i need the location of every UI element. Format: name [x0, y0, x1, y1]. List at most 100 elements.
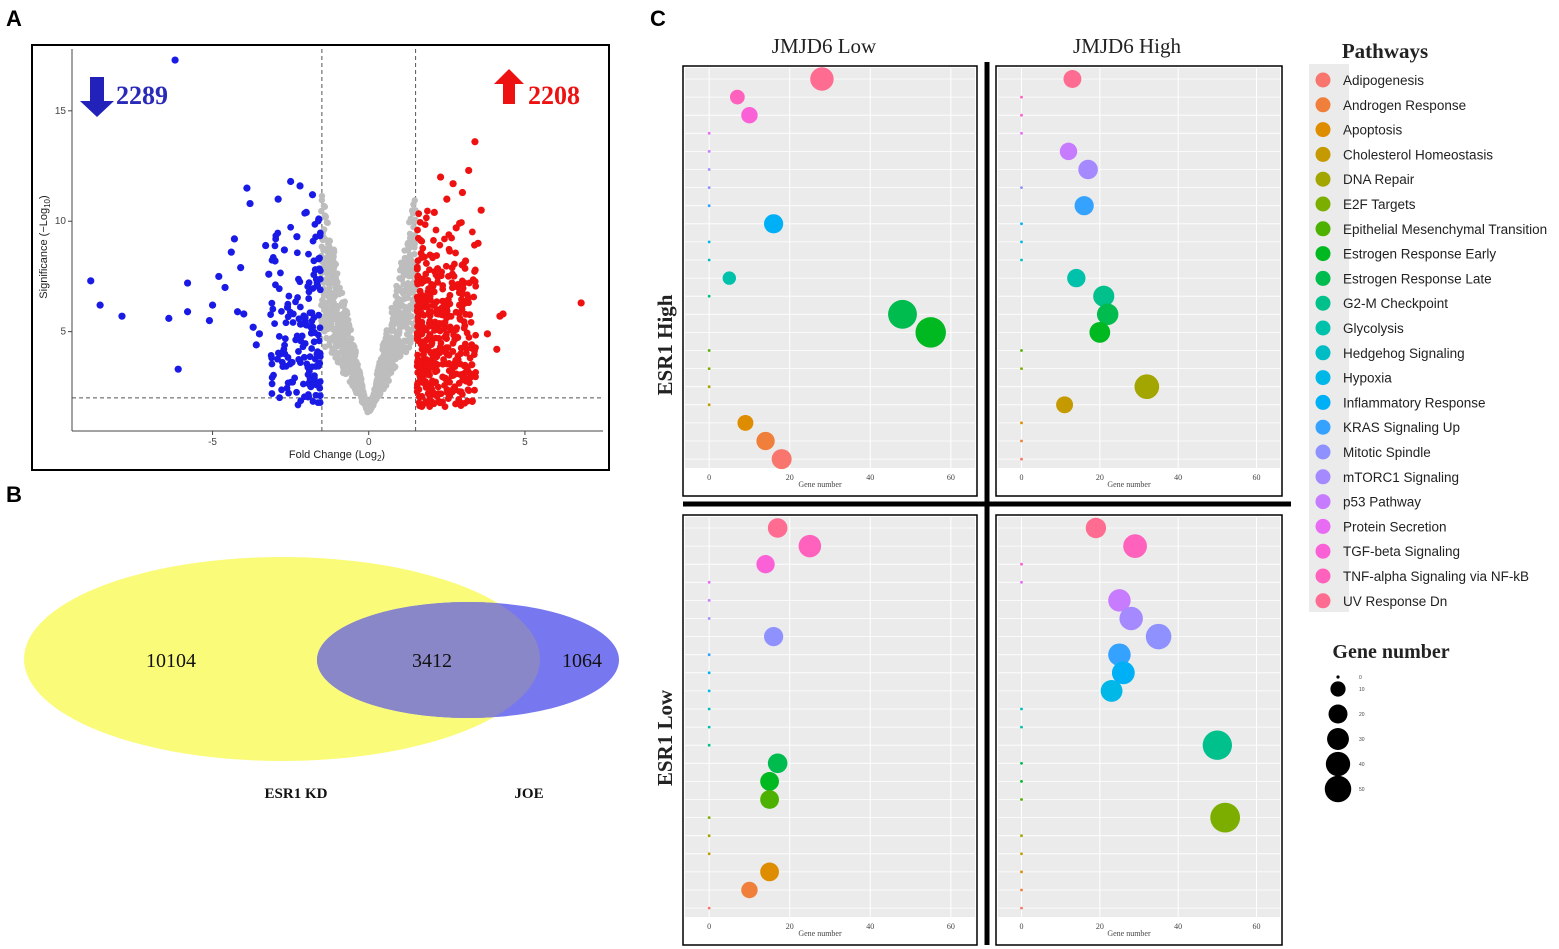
volcano-ns-point — [394, 287, 402, 294]
volcano-up-point — [425, 333, 433, 341]
volcano-up-point — [470, 293, 478, 301]
dot-adipogenesis — [1020, 457, 1023, 461]
volcano-down-point — [276, 394, 283, 402]
volcano-up-point — [465, 299, 472, 307]
dot-g2-m-checkpoint — [1202, 730, 1233, 760]
volcano-down-point — [293, 332, 301, 340]
legend-key — [1315, 568, 1331, 584]
volcano-down-point — [304, 363, 312, 371]
dot-panel-x-tick-label: 60 — [1253, 473, 1261, 482]
volcano-up-point — [453, 324, 461, 332]
volcano-down-point — [288, 358, 296, 366]
legend-item-label: KRAS Signaling Up — [1343, 420, 1460, 435]
volcano-up-point — [468, 398, 476, 405]
volcano-up-point — [436, 173, 445, 181]
dot-p53-pathway — [1059, 142, 1078, 161]
volcano-ns-point — [405, 273, 413, 280]
dot-estrogen-response-early — [1089, 322, 1111, 343]
dot-dna-repair — [707, 385, 711, 389]
volcano-ns-point — [396, 275, 403, 282]
dot-kras-signaling-up — [1074, 196, 1094, 216]
dot-panel-x-tick-label: 40 — [866, 473, 874, 482]
dot-tnf-alpha-signaling-via-nf-kb — [1020, 95, 1023, 99]
volcano-ns-point — [356, 370, 364, 377]
dot-hedgehog-signaling — [707, 707, 711, 711]
volcano-down-point — [298, 332, 306, 340]
dot-inflammatory-response — [1020, 222, 1023, 226]
legend-title: Pathways — [1342, 39, 1428, 63]
volcano-ns-point — [408, 252, 415, 259]
volcano-down-point — [221, 283, 229, 292]
volcano-ns-point — [337, 330, 344, 337]
volcano-up-point — [477, 206, 485, 214]
volcano-ns-point — [333, 302, 341, 310]
volcano-down-point — [308, 191, 317, 199]
volcano-ns-point — [392, 363, 399, 371]
volcano-x-tick-label: -5 — [208, 437, 217, 448]
size-legend-dot — [1336, 675, 1340, 679]
volcano-ns-point — [403, 331, 411, 338]
volcano-ns-point — [332, 261, 339, 268]
volcano-ns-point — [388, 351, 395, 358]
dot-panel-x-tick-label: 20 — [786, 473, 794, 482]
dot-cholesterol-homeostasis — [707, 852, 711, 856]
dot-epithelial-mesenchymal-transition — [707, 349, 711, 352]
legend-key — [1315, 221, 1331, 237]
volcano-up-point — [458, 219, 465, 226]
dot-p53-pathway — [707, 599, 711, 602]
volcano-ns-point — [343, 328, 350, 336]
dot-uv-response-dn — [1085, 517, 1107, 539]
volcano-ns-point — [406, 219, 413, 226]
volcano-ns-point — [384, 357, 391, 365]
volcano-y-axis-label: Significance (−Log10) — [38, 195, 52, 298]
volcano-down-point — [315, 311, 323, 319]
dot-g2-m-checkpoint — [707, 294, 711, 298]
volcano-up-point — [577, 299, 585, 307]
dot-protein-secretion — [1020, 580, 1023, 584]
volcano-up-point — [472, 368, 480, 376]
dot-tgf-beta-signaling — [1020, 113, 1023, 117]
volcano-down-point — [293, 233, 301, 241]
volcano-up-point — [499, 310, 507, 318]
volcano-ns-point — [337, 324, 344, 331]
volcano-down-point — [313, 350, 321, 358]
volcano-up-point — [418, 376, 425, 384]
volcano-ns-point — [346, 322, 353, 330]
dot-adipogenesis — [1020, 906, 1023, 910]
dot-panel-x-axis-label: Gene number — [798, 480, 842, 489]
volcano-ns-point — [338, 342, 345, 349]
legend-item-label: Estrogen Response Early — [1343, 247, 1496, 262]
volcano-ns-point — [405, 344, 413, 351]
volcano-down-point — [287, 177, 295, 186]
venn-diagram: 10104 3412 1064 ESR1 KD JOE — [24, 557, 619, 802]
volcano-down-point — [271, 242, 279, 250]
volcano-up-point — [422, 371, 430, 378]
dot-panel-x-tick-label: 60 — [947, 473, 955, 482]
legend-item-label: Cholesterol Homeostasis — [1343, 147, 1493, 162]
volcano-ns-point — [389, 326, 397, 333]
volcano-down-point — [269, 305, 277, 313]
volcano-up-point — [465, 294, 472, 302]
dot-glycolysis — [1067, 268, 1086, 288]
dot-estrogen-response-late — [1020, 761, 1023, 765]
volcano-ns-point — [326, 280, 333, 288]
volcano-up-point — [446, 300, 454, 308]
volcano-up-point — [434, 278, 442, 286]
volcano-down-point — [274, 355, 281, 363]
volcano-down-point — [118, 312, 126, 320]
volcano-up-point — [449, 385, 457, 393]
volcano-up-point — [420, 338, 428, 346]
dot-cholesterol-homeostasis — [1020, 852, 1023, 856]
volcano-up-point — [456, 316, 464, 323]
volcano-x-tick-label: 5 — [522, 437, 528, 448]
dot-inflammatory-response — [764, 214, 784, 234]
dot-panel-x-tick-label: 0 — [1020, 473, 1024, 482]
volcano-up-point — [432, 334, 439, 342]
dot-tnf-alpha-signaling-via-nf-kb — [798, 534, 822, 558]
dot-adipogenesis — [707, 906, 711, 910]
dot-panel-x-tick-label: 60 — [947, 922, 955, 931]
volcano-up-point — [430, 288, 438, 296]
volcano-up-point — [444, 272, 452, 280]
volcano-ns-point — [371, 386, 378, 393]
legend-key — [1315, 469, 1331, 485]
